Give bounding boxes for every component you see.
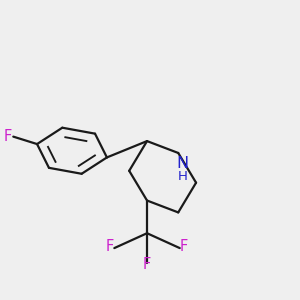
- Text: F: F: [143, 257, 151, 272]
- Text: F: F: [180, 239, 188, 254]
- Text: F: F: [3, 129, 11, 144]
- Text: F: F: [106, 239, 114, 254]
- Text: H: H: [178, 170, 188, 183]
- Text: N: N: [177, 156, 189, 171]
